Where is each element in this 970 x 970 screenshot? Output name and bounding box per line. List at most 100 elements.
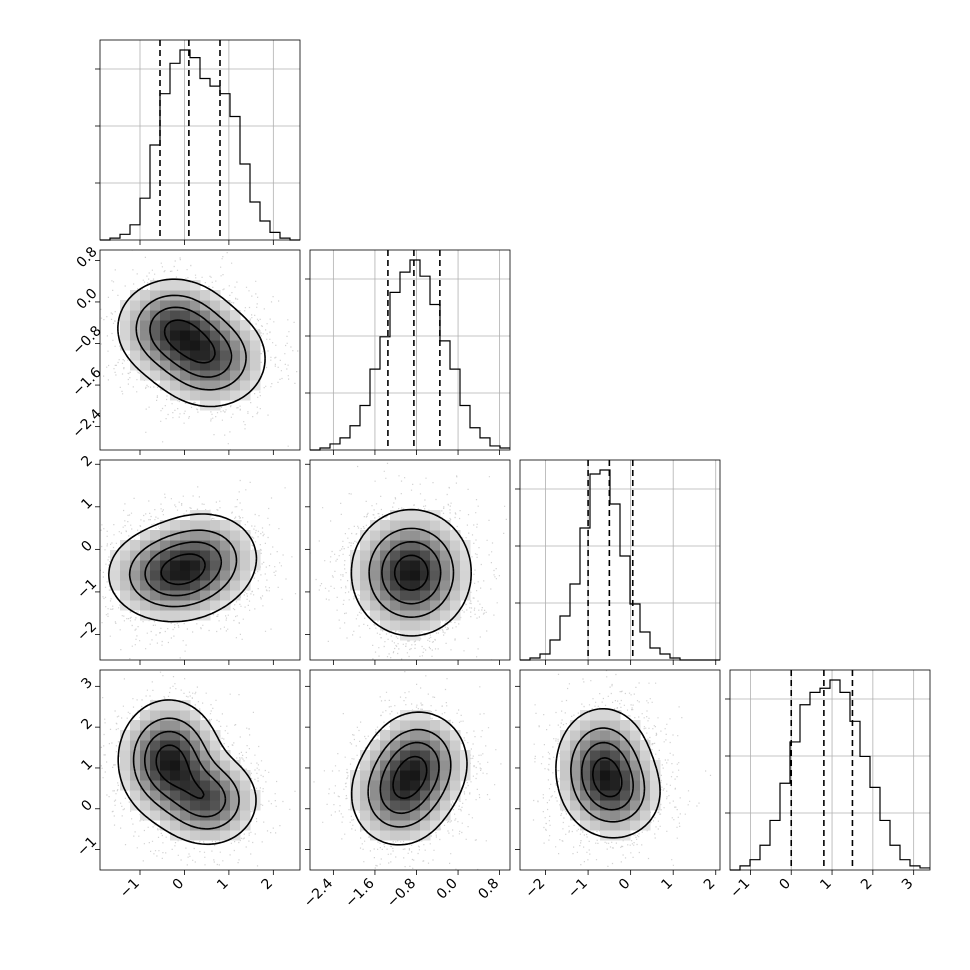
density-cell bbox=[120, 750, 131, 761]
density-cell bbox=[400, 570, 411, 581]
density-cell bbox=[180, 720, 191, 731]
density-cell bbox=[170, 560, 181, 571]
density-cell bbox=[390, 510, 401, 521]
density-cell bbox=[170, 370, 181, 381]
density-cell bbox=[450, 590, 461, 601]
density-cell bbox=[370, 540, 381, 551]
density-cell bbox=[610, 740, 621, 751]
density-cell bbox=[190, 280, 201, 291]
density-cell bbox=[430, 540, 441, 551]
scatter-panel-1-3: −2.4 −1.6 −0.8 0.0 0.8 bbox=[301, 669, 511, 911]
density-cell bbox=[140, 710, 151, 721]
density-cell bbox=[190, 770, 201, 781]
density-cell bbox=[610, 810, 621, 821]
density-cell bbox=[220, 390, 231, 401]
density-cell bbox=[210, 390, 221, 401]
density-cell bbox=[570, 740, 581, 751]
density-cell bbox=[190, 380, 201, 391]
density-cell bbox=[390, 730, 401, 741]
density-cell bbox=[160, 570, 171, 581]
x-tick-label: −1 bbox=[727, 876, 753, 902]
density-cell bbox=[410, 560, 421, 571]
density-cell bbox=[140, 610, 151, 621]
density-cell bbox=[180, 730, 191, 741]
density-cell bbox=[200, 310, 211, 321]
density-cell bbox=[580, 720, 591, 731]
density-cell bbox=[630, 780, 641, 791]
hist-panel-1 bbox=[305, 249, 511, 455]
density-cell bbox=[120, 560, 131, 571]
density-cell bbox=[440, 560, 451, 571]
density-cell bbox=[380, 520, 391, 531]
density-cell bbox=[220, 800, 231, 811]
contour-level-3 bbox=[163, 319, 216, 364]
density-cell bbox=[390, 810, 401, 821]
density-cell bbox=[220, 380, 231, 391]
density-cell bbox=[130, 350, 141, 361]
density-cell bbox=[190, 740, 201, 751]
density-cell bbox=[180, 310, 191, 321]
density-cell bbox=[460, 550, 471, 561]
density-cell bbox=[610, 750, 621, 761]
density-cell bbox=[420, 750, 431, 761]
density-cell bbox=[390, 610, 401, 621]
density-cell bbox=[400, 530, 411, 541]
density-cell bbox=[400, 760, 411, 771]
density-cell bbox=[190, 750, 201, 761]
density-cell bbox=[370, 610, 381, 621]
density-cell bbox=[610, 780, 621, 791]
density-cell bbox=[600, 820, 611, 831]
density-cell bbox=[120, 310, 131, 321]
density-cell bbox=[400, 730, 411, 741]
density-cell bbox=[180, 390, 191, 401]
density-cell bbox=[230, 330, 241, 341]
density-cell bbox=[160, 320, 171, 331]
density-cell bbox=[220, 530, 231, 541]
density-cell bbox=[120, 320, 131, 331]
density-cell bbox=[160, 700, 171, 711]
density-cell bbox=[150, 610, 161, 621]
density-cell bbox=[160, 730, 171, 741]
density-cell bbox=[240, 330, 251, 341]
density-cell bbox=[170, 750, 181, 761]
x-tick-label: −1 bbox=[565, 876, 591, 902]
contour-level-2 bbox=[144, 541, 223, 597]
density-cell bbox=[440, 530, 451, 541]
density-cell bbox=[160, 280, 171, 291]
density-cell bbox=[430, 720, 441, 731]
density-cell bbox=[420, 730, 431, 741]
density-cell bbox=[180, 820, 191, 831]
density-cell bbox=[560, 750, 571, 761]
density-cell bbox=[160, 800, 171, 811]
density-cell bbox=[580, 820, 591, 831]
density-cell bbox=[210, 360, 221, 371]
density-cell bbox=[200, 770, 211, 781]
panel-frame bbox=[729, 669, 931, 871]
density-cell bbox=[180, 340, 191, 351]
density-cell bbox=[620, 820, 631, 831]
y-tick-label: 0.0 bbox=[74, 286, 101, 313]
density-cell bbox=[440, 600, 451, 611]
density-cell bbox=[430, 740, 441, 751]
density-cell bbox=[220, 320, 231, 331]
density-cell bbox=[360, 800, 371, 811]
density-cell bbox=[180, 570, 191, 581]
density-cell bbox=[250, 550, 261, 561]
density-cell bbox=[220, 370, 231, 381]
density-cell bbox=[180, 280, 191, 291]
density-cell bbox=[590, 820, 601, 831]
density-cell bbox=[180, 370, 191, 381]
density-cell bbox=[420, 620, 431, 631]
density-cell bbox=[410, 520, 421, 531]
x-tick-label: 3 bbox=[899, 876, 917, 894]
density-cell bbox=[370, 820, 381, 831]
density-cell bbox=[190, 390, 201, 401]
density-cell bbox=[400, 810, 411, 821]
density-cell bbox=[240, 560, 251, 571]
density-cell bbox=[370, 740, 381, 751]
density-cell bbox=[210, 810, 221, 821]
density-cell bbox=[190, 510, 201, 521]
density-cell bbox=[120, 550, 131, 561]
x-tick-label: 2 bbox=[259, 876, 277, 894]
histogram-step-3 bbox=[730, 679, 930, 871]
